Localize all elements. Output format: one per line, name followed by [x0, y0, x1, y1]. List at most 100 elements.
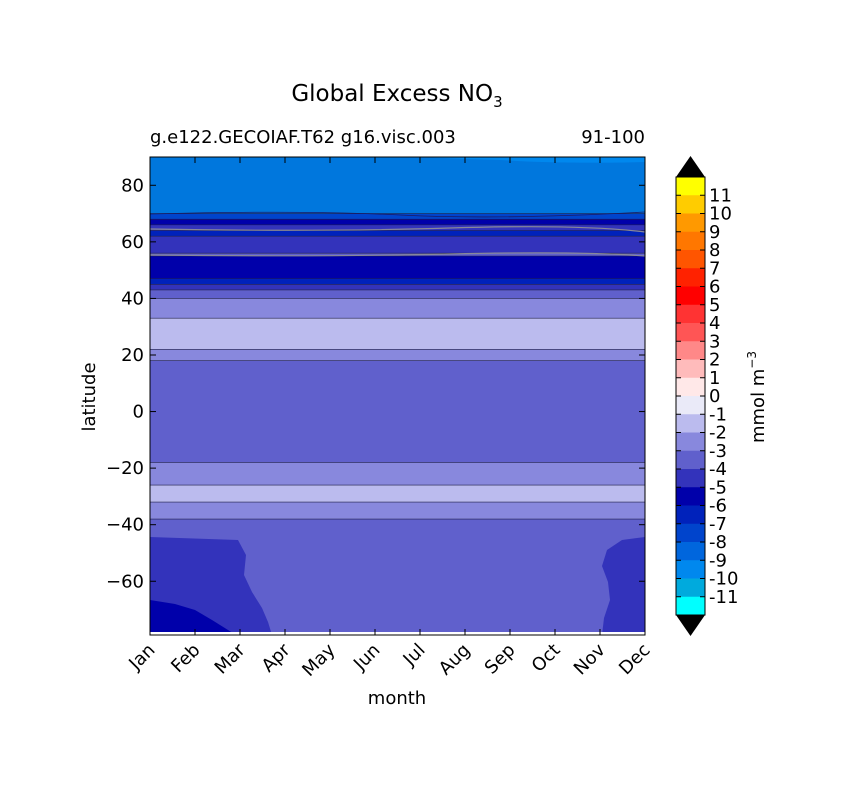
colorbar-tick-label: -5 [709, 477, 727, 498]
chart-subtitle-left: g.e122.GECOIAF.T62 g16.visc.003 [150, 127, 456, 148]
contour-band-8 [150, 278, 645, 285]
colorbar-segment [676, 250, 705, 269]
y-tick-label: −60 [106, 571, 144, 592]
y-axis-label: latitude [79, 362, 100, 431]
contour-region-southwest-deep [150, 600, 236, 635]
colorbar-tick-label: -4 [709, 459, 727, 480]
x-tick-label: Aug [435, 640, 475, 680]
contour-band-5 [150, 236, 645, 254]
y-tick-label: −20 [106, 458, 144, 479]
contour-band-9 [150, 284, 645, 291]
colorbar-under-arrow [676, 615, 705, 636]
x-tick-label: Jul [399, 640, 430, 671]
colorbar-tick-label: 11 [709, 185, 732, 206]
colorbar-segment [676, 469, 705, 488]
colorbar-tick-label: 6 [709, 277, 720, 298]
colorbar-tick-label: 1 [709, 368, 720, 389]
contour-band-0 [150, 157, 645, 215]
colorbar-segment [676, 432, 705, 452]
y-tick-label: 20 [121, 345, 144, 366]
contour-band-12 [150, 318, 645, 350]
contour-band-11 [150, 298, 645, 319]
plot-bottom-gap [150, 632, 645, 635]
colorbar-segment [676, 450, 705, 470]
colorbar-segment [676, 542, 705, 561]
colorbar-tick-label: 5 [709, 295, 720, 316]
colorbar-tick-label: 2 [709, 350, 720, 371]
contour-band-10 [150, 289, 645, 300]
colorbar-segment [676, 213, 705, 233]
contour-band-16 [150, 485, 645, 503]
y-tick-label: 60 [121, 232, 144, 253]
contour-line-north [150, 211, 645, 218]
colorbar-tick-label: 7 [709, 258, 720, 279]
y-tick-label: 0 [133, 402, 144, 423]
colorbar-segment [676, 523, 705, 543]
colorbar-segment [676, 578, 705, 598]
colorbar-tick-label: -6 [709, 496, 727, 517]
y-tick-label: 40 [121, 288, 144, 309]
x-tick-label: Jan [124, 640, 159, 675]
colorbar-tick-label: 10 [709, 204, 732, 225]
x-tick-label: Jun [349, 640, 384, 675]
colorbar-segment [676, 596, 705, 616]
contour-band-3 [150, 224, 645, 232]
contour-line-north-2 [150, 226, 645, 233]
colorbar-segment [676, 268, 705, 287]
colorbar-tick-label: -9 [709, 550, 727, 571]
colorbar-segment [676, 414, 705, 433]
colorbar-tick-label: -11 [709, 587, 738, 608]
contour-band-15 [150, 462, 645, 486]
y-tick-label: −40 [106, 515, 144, 536]
x-axis-label: month [368, 688, 426, 709]
colorbar-segment [676, 396, 705, 415]
chart-title: Global Excess NO3 [291, 81, 502, 111]
contour-band-17 [150, 502, 645, 520]
colorbar-tick-label: 4 [709, 313, 720, 334]
contour-band-14 [150, 360, 645, 464]
colorbar-over-arrow [676, 156, 705, 177]
colorbar-tick-label: 3 [709, 331, 720, 352]
plot-area [150, 157, 645, 635]
chart-subtitle-right: 91-100 [581, 127, 645, 148]
x-tick-label: Sep [481, 640, 520, 679]
plot-frame [149, 156, 646, 636]
colorbar-tick-label: -7 [709, 514, 727, 535]
colorbar-segment [676, 487, 705, 506]
x-tick-label: Oct [528, 640, 565, 677]
colorbar-segment [676, 286, 705, 306]
colorbar-segment [676, 323, 705, 342]
colorbar-tick-label: -8 [709, 532, 727, 553]
colorbar-tick-label: 9 [709, 222, 720, 243]
contour-line-top-edge [420, 157, 645, 163]
colorbar-segment [676, 304, 705, 324]
colorbar-tick-label: -1 [709, 404, 727, 425]
colorbar-segment [676, 377, 705, 397]
colorbar-tick-label: -3 [709, 441, 727, 462]
x-tick-label: Dec [615, 640, 654, 679]
x-tick-label: May [298, 639, 339, 680]
x-tick-label: Nov [570, 639, 610, 679]
contour-band-7 [150, 255, 645, 280]
contour-band-13 [150, 349, 645, 362]
colorbar-tick-label: -10 [709, 569, 738, 590]
y-axis: −60 −40 −20 0 20 40 60 80 [106, 175, 645, 592]
contour-band-2 [150, 219, 645, 226]
colorbar-tick-label: 0 [709, 386, 720, 407]
colorbar-segment [676, 177, 705, 196]
contour-band-1 [150, 213, 645, 220]
colorbar-segment [676, 231, 705, 251]
colorbar-segment [676, 359, 705, 379]
colorbar-segment [676, 341, 705, 360]
x-tick-label: Feb [167, 640, 204, 677]
y-tick-label: 80 [121, 175, 144, 196]
x-tick-label: Apr [258, 639, 295, 676]
colorbar-segment [676, 195, 705, 214]
contour-band-4 [150, 230, 645, 237]
x-tick-label: Mar [211, 639, 250, 678]
colorbar-segment [676, 505, 705, 525]
colorbar-label: mmol m−3 [745, 351, 769, 443]
colorbar-tick-label: -2 [709, 423, 727, 444]
